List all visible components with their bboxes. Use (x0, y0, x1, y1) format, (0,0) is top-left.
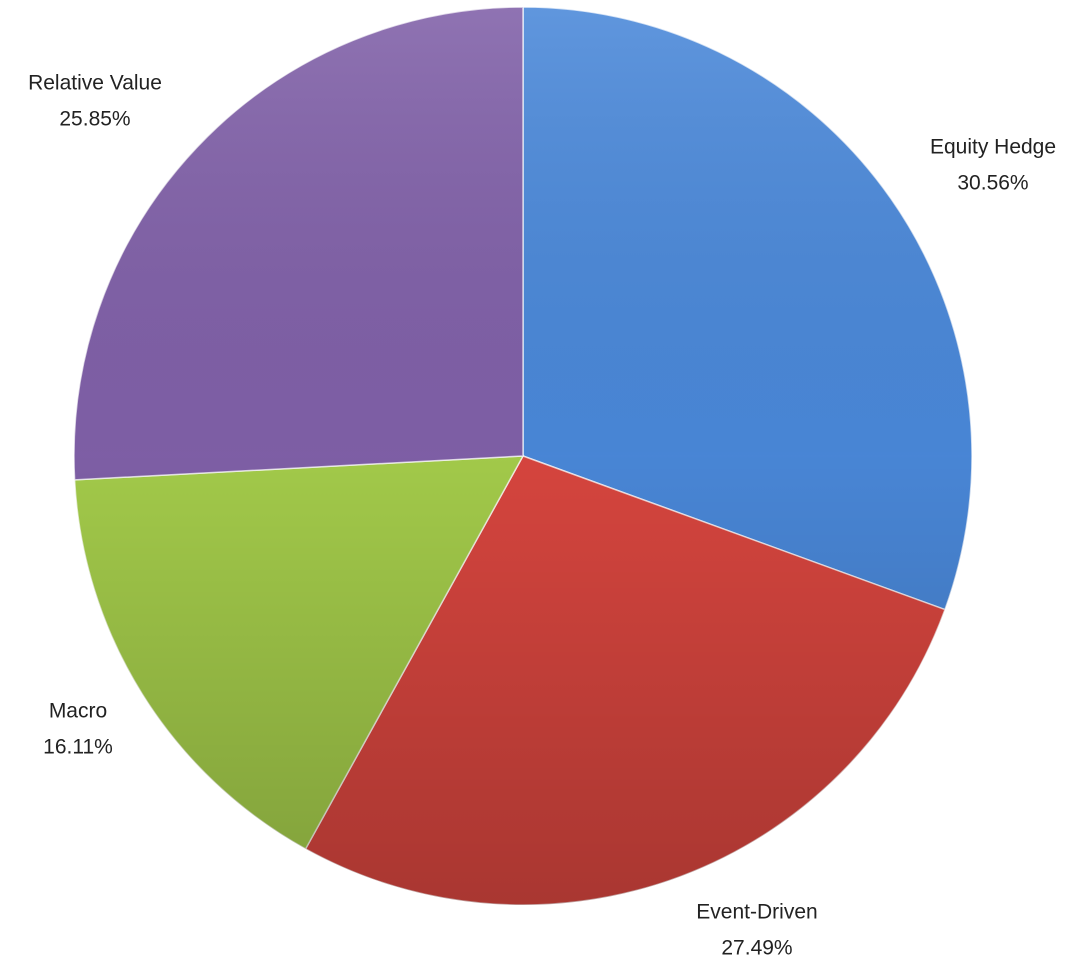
slice-value-label: 25.85% (59, 108, 130, 131)
slice-value-label: 27.49% (721, 937, 792, 960)
slice-label: Macro (49, 700, 107, 723)
slice-label: Equity Hedge (930, 136, 1056, 159)
slice-value-label: 30.56% (957, 172, 1028, 195)
slice-value-label: 16.11% (43, 736, 113, 759)
slices (73, 6, 973, 906)
slice-label: Relative Value (28, 72, 162, 95)
labels: Equity Hedge 30.56% Event-Driven 27.49% Macr… (28, 72, 1056, 960)
slice-label: Event-Driven (696, 901, 817, 924)
